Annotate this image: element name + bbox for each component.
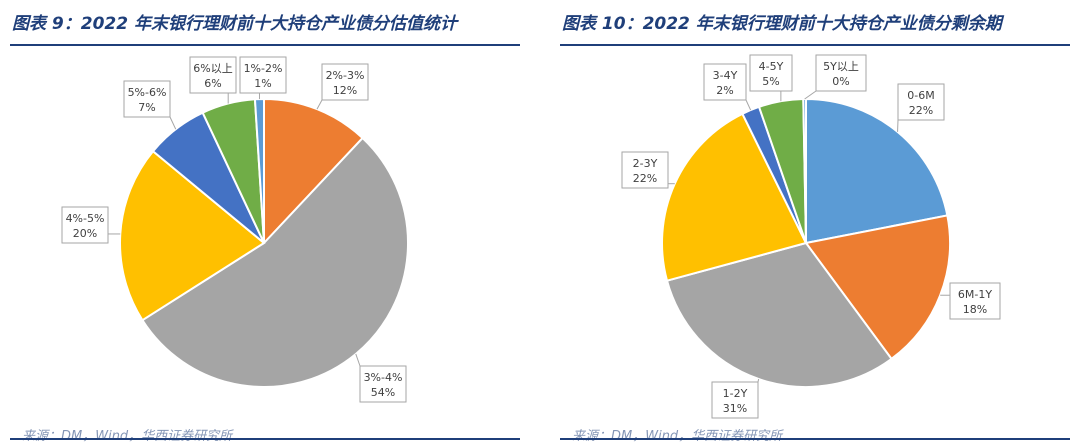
right-label-value-1-2y: 31% (723, 402, 747, 415)
left-label-5pct-6pct: 5%-6% 7% (124, 81, 170, 117)
right-label-0-6m: 0-6M 22% (898, 84, 944, 120)
right-label-name-2-3y: 2-3Y (633, 157, 658, 170)
right-label-name-6m-1y: 6M-1Y (958, 288, 992, 301)
left-pie-chart: 2%-3% 12% 3%-4% 54% 4%-5% 20% 5%-6% 7% 6%以上 6% 1%-… (10, 0, 520, 443)
left-label-name-4pct-5pct: 4%-5% (66, 212, 105, 225)
right-source-note: 来源：DM，Wind，华西证券研究所 (572, 430, 782, 444)
right-pie-chart: 0-6M 22% 6M-1Y 18% 1-2Y 31% 2-3Y 22% 3-4Y 2% 4-5Y 5… (560, 0, 1070, 443)
right-label-3-4y: 3-4Y 2% (704, 64, 746, 100)
left-label-1pct-2pct: 1%-2% 1% (240, 57, 286, 93)
left-label-name-2pct-3pct: 2%-3% (326, 69, 365, 82)
left-leader-2pct-3pct (317, 100, 322, 109)
right-label-6m-1y: 6M-1Y 18% (950, 283, 1000, 319)
right-label-name-1-2y: 1-2Y (723, 387, 748, 400)
left-leader-5pct-6pct (170, 117, 176, 129)
left-label-6pctplus: 6%以上 6% (190, 57, 236, 93)
right-label-value-5yplus: 0% (832, 75, 849, 88)
right-label-2-3y: 2-3Y 22% (622, 152, 668, 188)
right-bottom-rule (560, 438, 1070, 440)
right-label-name-4-5y: 4-5Y (759, 60, 784, 73)
right-label-1-2y: 1-2Y 31% (712, 382, 758, 418)
right-label-5yplus: 5Y以上 0% (816, 55, 866, 91)
left-label-name-5pct-6pct: 5%-6% (128, 86, 167, 99)
left-label-value-5pct-6pct: 7% (138, 101, 155, 114)
left-label-value-4pct-5pct: 20% (73, 227, 97, 240)
left-label-3pct-4pct: 3%-4% 54% (360, 366, 406, 402)
left-label-name-6pctplus: 6%以上 (193, 62, 232, 75)
left-label-value-3pct-4pct: 54% (371, 386, 395, 399)
right-label-value-0-6m: 22% (909, 104, 933, 117)
left-label-2pct-3pct: 2%-3% 12% (322, 64, 368, 100)
left-source-note: 来源：DM，Wind，华西证券研究所 (22, 430, 232, 444)
left-label-4pct-5pct: 4%-5% 20% (62, 207, 108, 243)
right-leader-3-4y (746, 100, 751, 110)
right-label-name-5yplus: 5Y以上 (823, 60, 859, 73)
right-label-name-3-4y: 3-4Y (713, 69, 738, 82)
left-label-name-3pct-4pct: 3%-4% (364, 371, 403, 384)
left-leader-3pct-4pct (356, 354, 360, 366)
left-chart-panel: 图表 9：2022 年末银行理财前十大持仓产业债分估值统计 2%-3%12%3%… (10, 0, 520, 443)
left-label-value-6pctplus: 6% (204, 77, 221, 90)
right-leader-5yplus (805, 91, 816, 99)
right-label-value-2-3y: 22% (633, 172, 657, 185)
right-label-4-5y: 4-5Y 5% (750, 55, 792, 91)
right-label-value-4-5y: 5% (762, 75, 779, 88)
left-label-value-2pct-3pct: 12% (333, 84, 357, 97)
left-bottom-rule (10, 438, 520, 440)
right-label-name-0-6m: 0-6M (907, 89, 934, 102)
left-label-value-1pct-2pct: 1% (254, 77, 271, 90)
right-label-value-3-4y: 2% (716, 84, 733, 97)
right-label-value-6m-1y: 18% (963, 303, 987, 316)
left-label-name-1pct-2pct: 1%-2% (244, 62, 283, 75)
